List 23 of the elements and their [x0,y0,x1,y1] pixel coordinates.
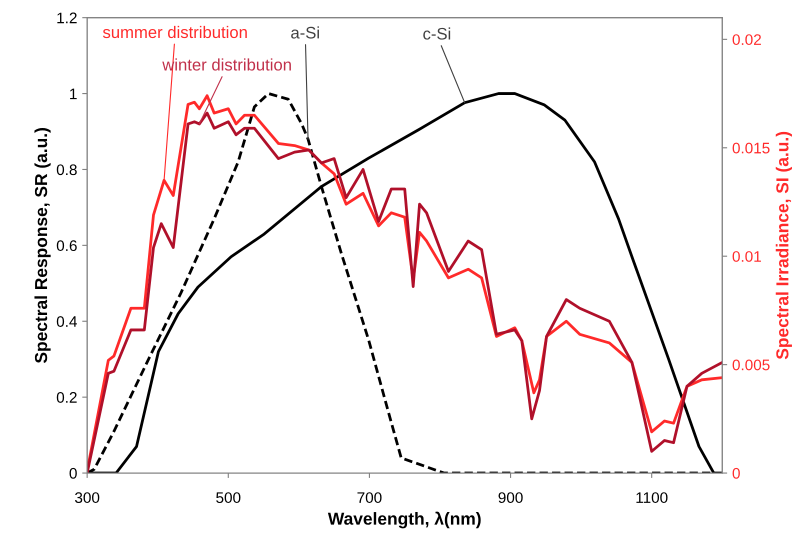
text: c-Si [423,27,450,40]
x-tick-label: 700 [357,492,382,504]
y-tick-label: 0.8 [56,164,77,176]
y2-tick-label: 0.005 [732,360,770,370]
text: summer distribution [102,26,247,38]
y-tick-label: 0.2 [56,392,77,403]
x-axis-title: Wavelength, λ(nm) [328,512,481,528]
y2-axis-title: Spectral Irradiance, SI (a.u.) [776,132,792,360]
y2-tick-label: 0.015 [732,142,770,154]
x-tick-label: 300 [74,492,100,504]
y-tick-label: 1 [70,88,77,100]
y-axis-title: Spectral Response, SR (a.u.) [34,128,51,364]
x-tick-label: 900 [498,492,523,504]
y2-tick-label: 0.02 [732,34,761,46]
y2-tick-label: 0 [732,468,740,479]
y2-tick-label: 0.01 [732,251,761,262]
y-tick-label: 0 [70,468,77,479]
y-tick-label: 0.4 [56,316,77,327]
y-tick-label: 1.2 [57,12,77,24]
y-tick-label: 0.6 [56,240,77,252]
text: a-Si [291,26,319,39]
x-tick-label: 500 [216,492,240,504]
x-tick-label: 1100 [636,492,668,504]
